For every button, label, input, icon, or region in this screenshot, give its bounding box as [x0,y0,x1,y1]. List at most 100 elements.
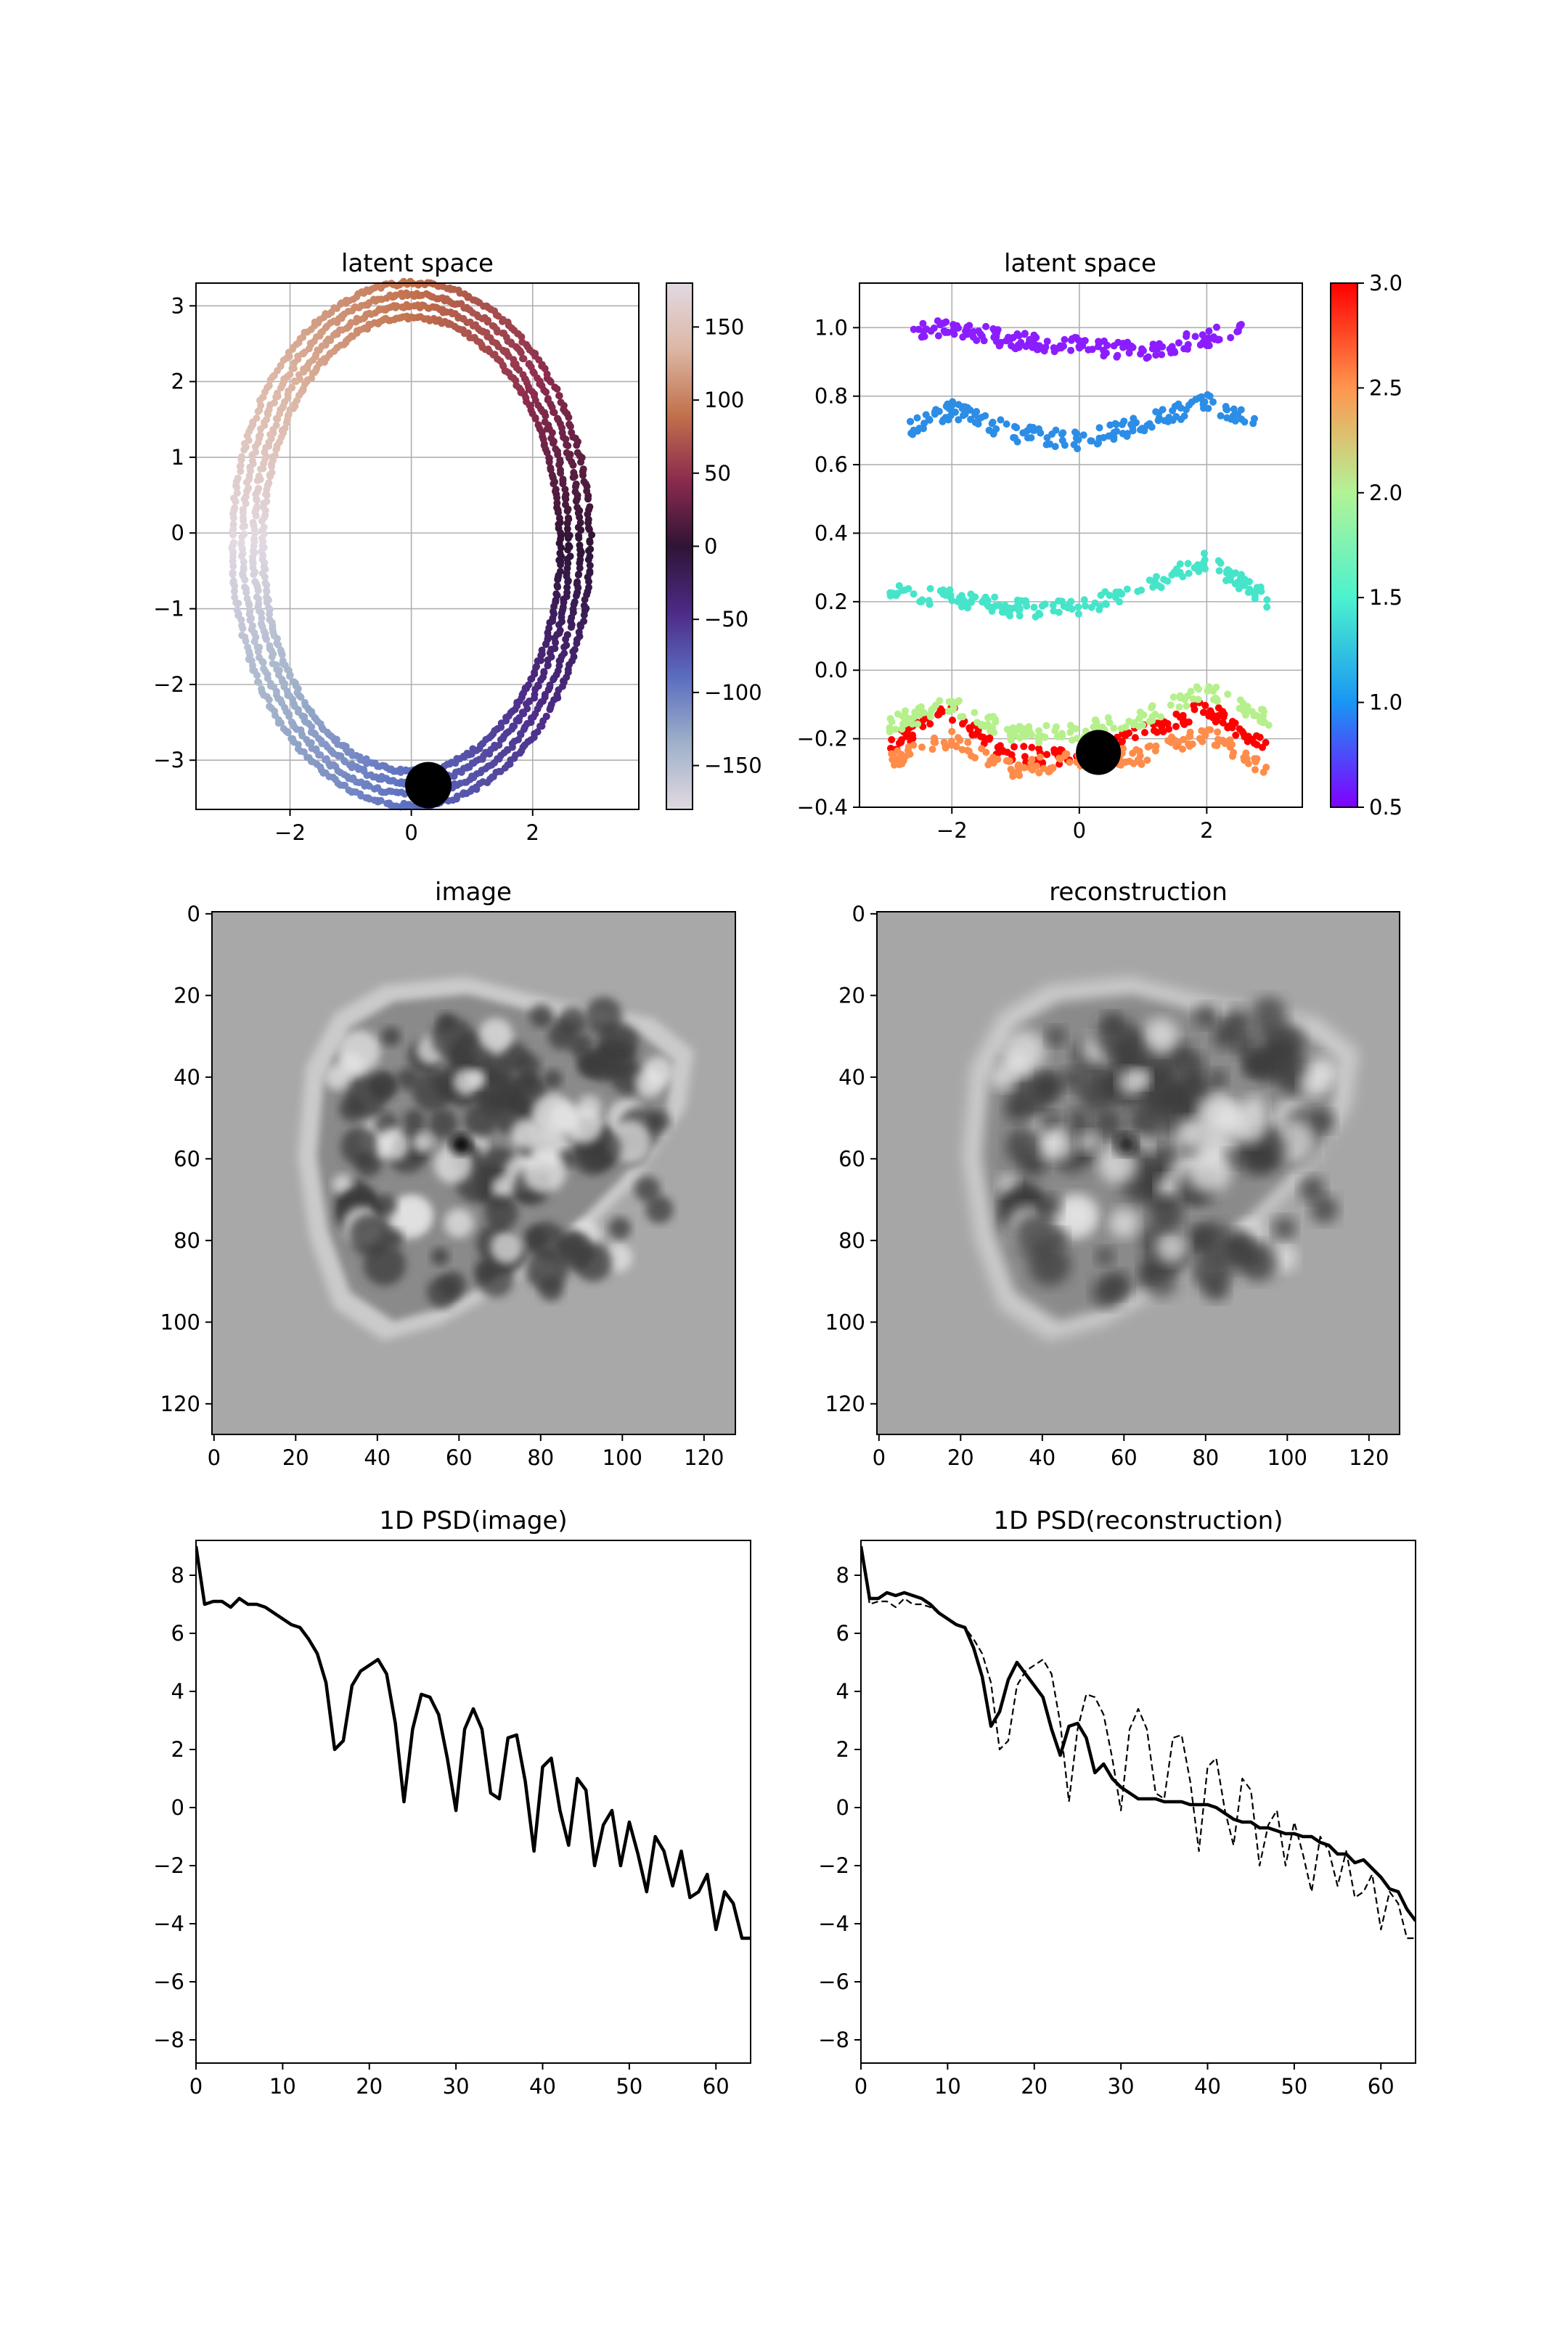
data-point [1056,746,1064,754]
data-point [538,646,546,654]
data-point [258,517,266,525]
data-point [909,731,916,739]
data-point [1051,443,1059,451]
y-tick-label: 20 [838,983,865,1008]
data-point [1029,423,1037,431]
data-point [1071,428,1079,436]
data-point [1148,703,1155,711]
data-point [1199,559,1207,567]
y-tick-label: −6 [818,1969,849,1994]
data-point [330,331,338,339]
data-point [1141,729,1148,737]
data-point [892,759,899,767]
data-point [1238,727,1246,735]
data-point [1030,603,1038,611]
data-point [552,445,560,453]
data-point [568,428,576,436]
texture-blob [490,1230,523,1264]
data-point [898,760,906,768]
data-point [1249,420,1257,428]
data-point [1058,430,1066,438]
data-point [910,590,918,598]
y-tick-label: 20 [173,983,200,1008]
data-point [1061,335,1069,343]
y-tick-label: 60 [173,1146,200,1171]
data-point [1135,714,1143,722]
data-point [1124,343,1132,351]
data-point [894,710,902,718]
data-point [563,631,571,639]
texture-blob [403,1109,425,1132]
data-point [1034,346,1042,354]
data-point [253,477,261,484]
data-point [290,359,298,367]
data-point [948,727,956,735]
data-point [1154,417,1162,425]
data-point [1006,612,1014,620]
data-point [945,698,953,706]
data-point [1014,725,1022,733]
axes-frame [211,911,736,1435]
data-point [918,743,926,751]
data-point [576,519,584,526]
data-point [1095,424,1103,432]
x-tick-label: 0 [189,2074,203,2099]
data-point [1144,353,1152,361]
data-point [949,706,957,714]
heatmap [212,912,735,1434]
data-point [1021,732,1028,740]
data-point [959,713,967,721]
texture-blob [1129,1103,1163,1138]
data-point [547,464,555,472]
x-tick-label: 30 [443,2074,470,2099]
data-point [1143,756,1151,764]
data-point [559,475,567,483]
x-tick-label: 30 [1108,2074,1135,2099]
data-point [913,414,921,422]
data-point [580,478,588,486]
colorbar-tick-label: 3.0 [1369,271,1402,295]
data-point [495,741,503,749]
data-point [967,598,975,606]
data-point [560,650,568,657]
data-point [888,750,896,758]
data-point [250,571,258,579]
data-point [509,722,517,730]
data-point [1125,717,1133,725]
data-point [1196,341,1204,349]
texture-blob [645,1195,674,1224]
texture-blob [1141,1259,1180,1297]
data-point [1016,605,1024,613]
data-point [976,330,984,338]
data-point [1174,740,1182,748]
data-point [914,720,921,728]
current-sample-marker [405,761,452,809]
colorbar-tick-label: 2.0 [1369,481,1402,505]
data-point [1074,610,1082,618]
data-point [1232,731,1240,739]
data-point [1240,581,1248,589]
data-point [1110,428,1118,436]
data-point [934,332,942,340]
texture-blob [396,1068,420,1090]
data-point [1159,719,1167,727]
data-point [586,503,594,511]
texture-blob [1143,1018,1178,1053]
data-point [949,398,957,406]
data-point [950,330,958,338]
data-point [563,584,571,592]
texture-blob [634,1068,664,1098]
data-point [1043,751,1051,759]
data-point [1046,440,1054,448]
data-point [1043,434,1051,441]
data-point [1152,351,1160,359]
data-point [894,747,902,755]
data-point [286,672,294,680]
data-point [1035,738,1043,746]
texture-blob [1299,1068,1329,1098]
x-tick-label: 20 [947,1445,974,1470]
x-tick-label: 40 [1029,1445,1055,1470]
data-point [971,593,979,601]
data-point [300,748,308,756]
y-tick-label: 0 [836,1795,849,1820]
